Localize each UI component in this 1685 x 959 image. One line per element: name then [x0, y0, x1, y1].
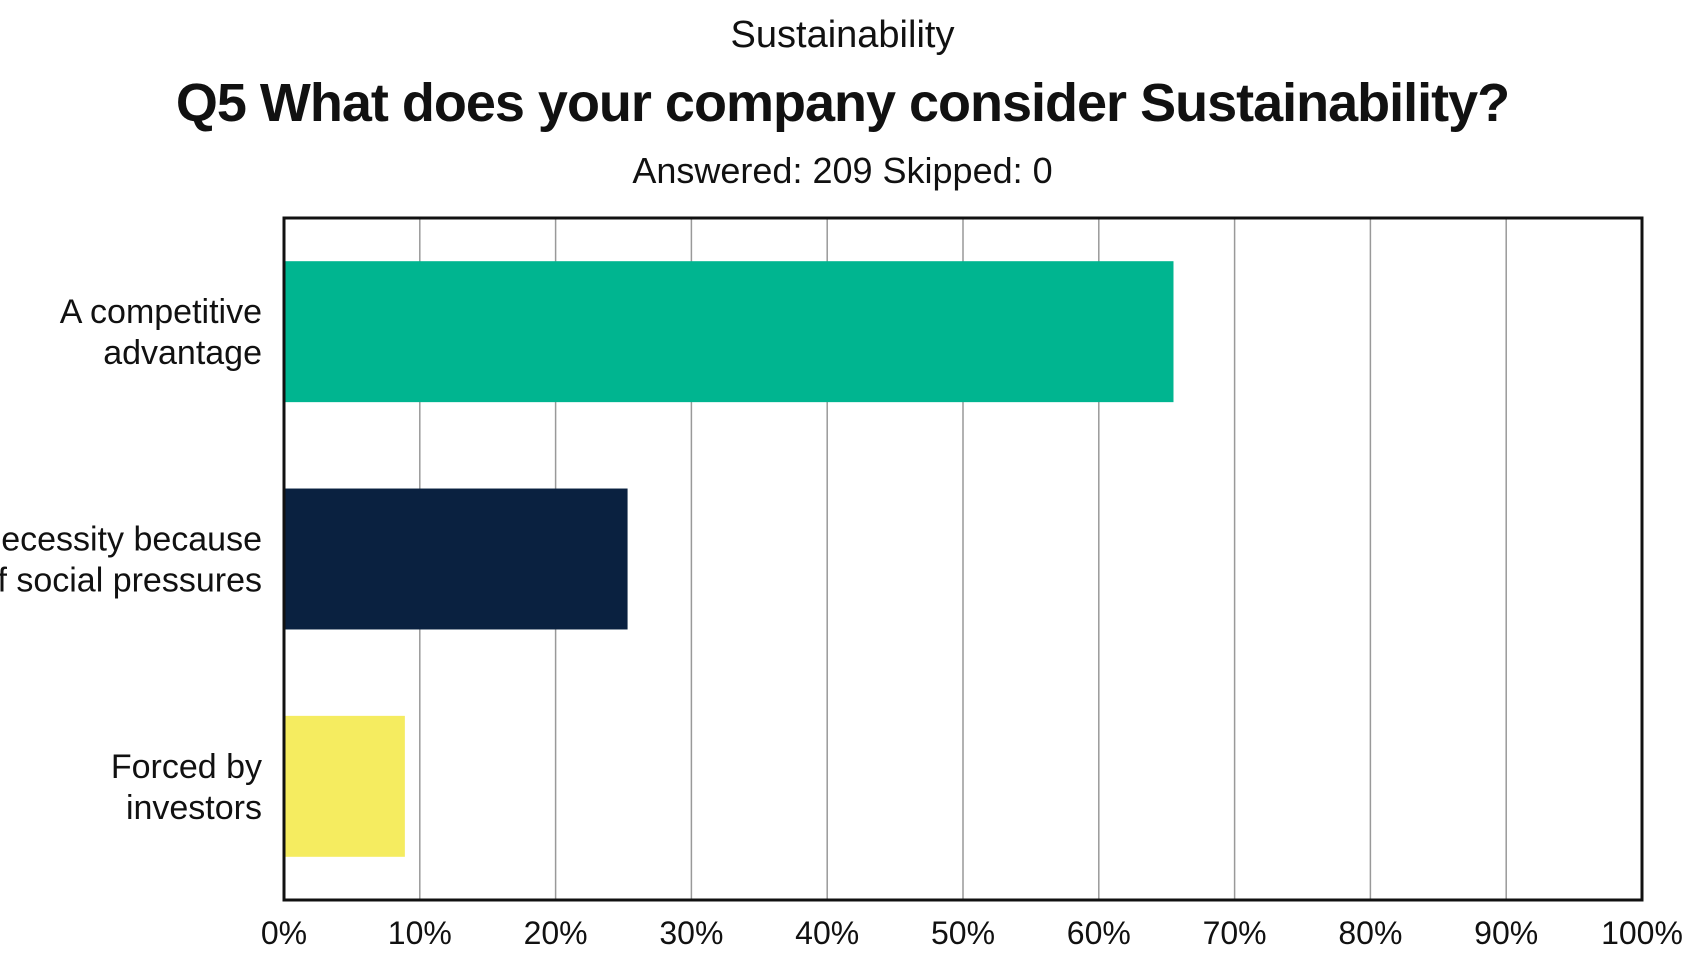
category-label-line: advantage [103, 334, 262, 372]
bar [284, 715, 405, 857]
chart-supertitle: Sustainability [730, 14, 955, 56]
x-tick-labels: 0% 10% 20% 30% 40% 50% 60% 70% 80% 90% 100% [261, 915, 1683, 951]
x-tick-label: 60% [1067, 915, 1131, 951]
chart-subtitle: Answered: 209 Skipped: 0 [632, 150, 1053, 191]
bar [284, 261, 1174, 403]
plot-frame [282, 216, 1644, 902]
x-tick-label: 80% [1338, 915, 1402, 951]
x-tick-label: 70% [1203, 915, 1267, 951]
x-tick-label: 30% [659, 915, 723, 951]
x-tick-label: 20% [524, 915, 588, 951]
x-tick-label: 100% [1601, 915, 1683, 951]
x-tick-label: 10% [388, 915, 452, 951]
category-label-line: investors [126, 789, 262, 827]
category-label-line: A necessity because [0, 521, 262, 559]
category-label-line: Forced by [111, 748, 262, 786]
category-label: A competitive advantage [60, 293, 262, 372]
x-tick-label: 90% [1474, 915, 1538, 951]
x-tick-label: 40% [795, 915, 859, 951]
category-label: Forced by investors [111, 748, 262, 827]
bar [284, 488, 628, 630]
x-tick-label: 0% [261, 915, 307, 951]
x-tick-label: 50% [931, 915, 995, 951]
category-label-line: A competitive [60, 293, 262, 331]
category-label-line: of social pressures [0, 562, 262, 600]
bars [284, 261, 1174, 857]
chart-title: Q5 What does your company consider Susta… [175, 73, 1510, 133]
